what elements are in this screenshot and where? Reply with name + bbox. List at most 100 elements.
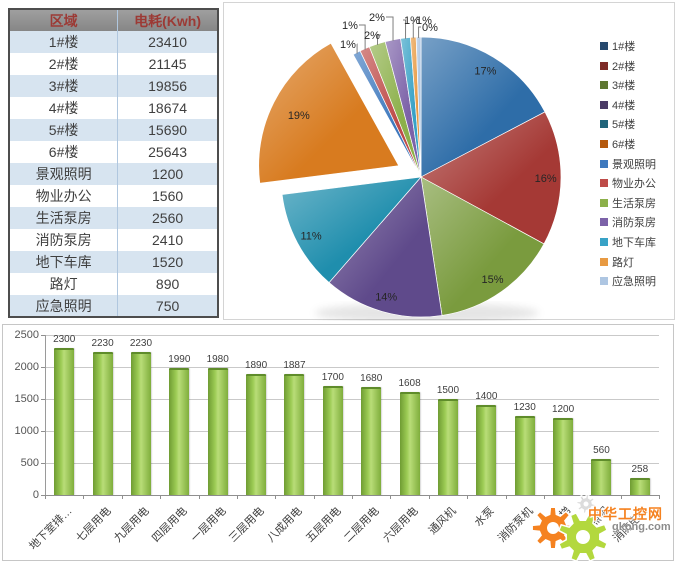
pie-label-leader — [418, 26, 421, 39]
table-row: 1#楼 23410 — [9, 31, 218, 53]
y-axis-tick — [41, 367, 45, 368]
legend-item-生活泵房: 生活泵房 — [600, 196, 656, 210]
y-axis-tick-label: 1000 — [14, 425, 39, 437]
bar-六层用电 — [399, 392, 420, 495]
legend-label: 6#楼 — [612, 139, 636, 151]
region-cell: 3#楼 — [9, 75, 118, 97]
y-axis-tick-label: 2000 — [14, 361, 39, 373]
bar-value-label: 1608 — [398, 378, 421, 390]
y-axis-tick-label: 1500 — [14, 393, 39, 405]
legend-label: 应急照明 — [612, 276, 656, 289]
legend-swatch — [600, 218, 608, 227]
kwh-cell: 23410 — [117, 31, 218, 53]
gridline-1500 — [45, 399, 659, 400]
pie-slice-sheen — [421, 111, 561, 244]
pie-label-leader — [403, 19, 407, 39]
y-axis-tick — [41, 431, 45, 432]
pie-slice-sheen — [410, 37, 421, 177]
bar-二层用电 — [361, 387, 382, 495]
kwh-cell: 1560 — [117, 185, 218, 207]
legend-swatch — [600, 120, 608, 129]
bar-value-label: 1980 — [206, 354, 229, 366]
bar-value-label: 2300 — [53, 333, 76, 345]
region-cell: 路灯 — [9, 273, 118, 295]
region-cell: 应急照明 — [9, 295, 118, 317]
bar-value-label: 258 — [631, 464, 649, 476]
legend-swatch — [600, 100, 608, 109]
x-axis-tick — [543, 495, 545, 499]
pie-slice-label: 15% — [482, 274, 504, 286]
legend-swatch — [600, 179, 608, 188]
bar-value-label: 2230 — [129, 338, 153, 350]
legend-item-6#楼: 6#楼 — [600, 137, 635, 151]
pie-slice-label: 1% — [404, 15, 420, 27]
region-cell: 景观照明 — [9, 163, 118, 185]
legend-swatch — [600, 159, 608, 168]
region-cell: 4#楼 — [9, 97, 118, 119]
x-axis-tick — [236, 495, 238, 499]
pie-label-leader — [359, 24, 366, 50]
legend-swatch — [600, 81, 608, 90]
legend-swatch — [600, 42, 608, 50]
pie-label-leader — [386, 16, 394, 41]
legend-label: 1#楼 — [612, 41, 636, 53]
table-row: 2#楼 21145 — [9, 53, 218, 75]
kwh-cell: 890 — [117, 273, 218, 295]
pie-chart-panel: 17% 16% 15% 14% 11% 19% 1% 1% 2% 2% 1% 1% 0% 1#楼 2#楼 3… — [223, 2, 675, 321]
x-axis-tick — [620, 495, 622, 499]
kwh-cell: 1200 — [117, 163, 218, 185]
x-axis-tick — [198, 495, 200, 499]
region-cell: 物业办公 — [9, 185, 118, 207]
bar-value-label: 1500 — [436, 385, 460, 396]
bar-value-label: 1887 — [283, 360, 306, 372]
bar-value-label: 1200 — [551, 404, 575, 416]
bar-一层用电 — [207, 368, 228, 495]
region-cell: 1#楼 — [9, 31, 118, 53]
pie-slice-sheen — [258, 43, 399, 184]
gridline-1000 — [45, 431, 659, 432]
pie-slice-label: 17% — [474, 65, 496, 77]
table-row: 生活泵房 2560 — [9, 207, 218, 229]
pie-slice-label: 16% — [535, 173, 557, 185]
legend-label: 4#楼 — [612, 99, 636, 112]
bar-三层用电 — [246, 374, 267, 495]
legend-label: 景观照明 — [612, 158, 656, 171]
consumption-table-panel: 区域 电耗(Kwh) 1#楼 23410 2#楼 21145 3#楼 19856 4#楼 18… — [8, 8, 219, 318]
pie-chart: 17%16%15%14%11%19%1%1%2%2% 1%1%0% — [258, 12, 562, 321]
pie-slice-sheen — [282, 177, 421, 283]
pie-slice-label: 1% — [342, 20, 358, 32]
x-axis-tick — [582, 495, 584, 499]
legend-item-景观照明: 景观照明 — [600, 157, 656, 171]
x-axis-tick — [428, 495, 430, 499]
table-row: 地下车库 1520 — [9, 251, 218, 273]
legend-item-2#楼: 2#楼 — [600, 59, 635, 73]
consumption-table: 区域 电耗(Kwh) 1#楼 23410 2#楼 21145 3#楼 19856 4#楼 18… — [8, 8, 219, 318]
pie-slice-label: 19% — [288, 110, 310, 122]
bar-value-label: 560 — [593, 445, 610, 457]
region-cell: 6#楼 — [9, 141, 118, 163]
table-row: 6#楼 25643 — [9, 141, 218, 163]
bar-通风机 — [437, 399, 458, 495]
legend-swatch — [600, 277, 608, 286]
table-row: 路灯 890 — [9, 273, 218, 295]
kwh-cell: 21145 — [117, 53, 218, 75]
y-axis-tick — [41, 495, 45, 496]
kwh-cell: 750 — [117, 295, 218, 317]
y-axis-tick-label: 500 — [20, 457, 39, 469]
bar-应急照明 — [591, 459, 612, 495]
bar-value-label: 1700 — [321, 372, 344, 384]
legend-label: 生活泵房 — [612, 197, 656, 210]
legend-item-1#楼: 1#楼 — [600, 39, 635, 53]
table-row: 消防泵房 2410 — [9, 229, 218, 251]
region-cell: 地下车库 — [9, 251, 118, 273]
kwh-cell: 2560 — [117, 207, 218, 229]
table-row: 5#楼 15690 — [9, 119, 218, 141]
bar-value-label: 1230 — [513, 402, 536, 414]
x-axis-tick — [659, 495, 660, 499]
legend-label: 2#楼 — [612, 60, 636, 73]
x-axis-tick — [352, 495, 353, 499]
x-axis-tick — [160, 495, 162, 499]
x-axis-tick — [83, 495, 85, 499]
gridline-2500 — [45, 335, 659, 336]
